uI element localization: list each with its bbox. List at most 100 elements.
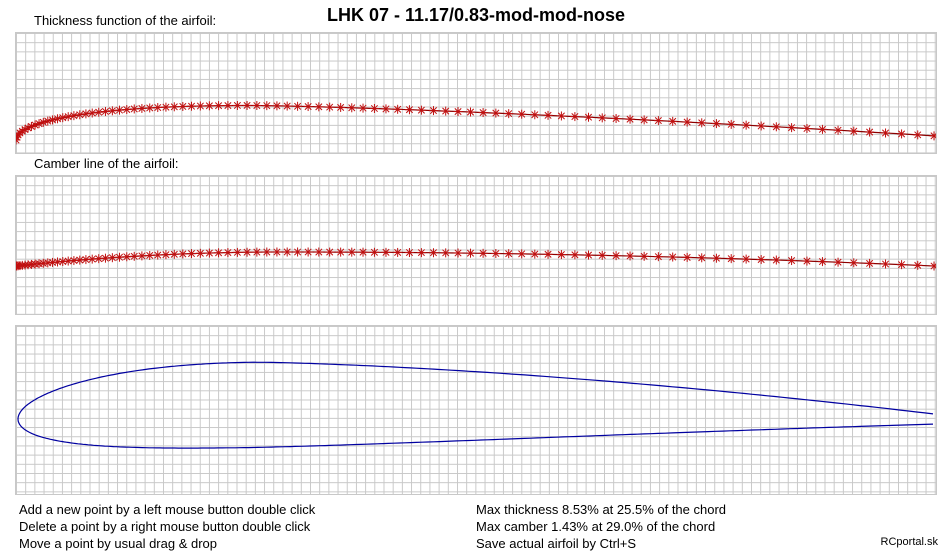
thickness-control-point[interactable] xyxy=(178,101,188,111)
thickness-control-point[interactable] xyxy=(726,119,736,129)
thickness-control-point[interactable] xyxy=(347,103,357,113)
camber-control-point[interactable] xyxy=(145,250,155,260)
camber-control-point[interactable] xyxy=(58,257,68,267)
thickness-editor-panel[interactable] xyxy=(15,32,937,154)
camber-control-point[interactable] xyxy=(639,251,649,261)
camber-control-point[interactable] xyxy=(556,250,566,260)
thickness-control-point[interactable] xyxy=(87,108,97,118)
thickness-control-point[interactable] xyxy=(129,104,139,114)
camber-control-point[interactable] xyxy=(583,250,593,260)
thickness-control-point[interactable] xyxy=(428,106,438,116)
camber-control-point[interactable] xyxy=(137,251,147,261)
thickness-control-point[interactable] xyxy=(252,101,262,111)
camber-control-point[interactable] xyxy=(272,247,282,257)
thickness-control-point[interactable] xyxy=(214,101,224,111)
camber-control-point[interactable] xyxy=(478,248,488,258)
camber-control-point[interactable] xyxy=(293,247,303,257)
thickness-control-point[interactable] xyxy=(381,104,391,114)
thickness-control-point[interactable] xyxy=(369,103,379,113)
thickness-control-point[interactable] xyxy=(453,107,463,117)
thickness-control-point[interactable] xyxy=(466,107,476,117)
camber-control-point[interactable] xyxy=(393,247,403,257)
thickness-control-point[interactable] xyxy=(272,101,282,111)
thickness-control-point[interactable] xyxy=(504,109,514,119)
camber-control-point[interactable] xyxy=(833,257,843,267)
camber-control-point[interactable] xyxy=(428,248,438,258)
camber-control-point[interactable] xyxy=(756,255,766,265)
camber-control-point[interactable] xyxy=(491,248,501,258)
camber-control-point[interactable] xyxy=(204,248,214,258)
thickness-control-point[interactable] xyxy=(262,101,272,111)
thickness-control-point[interactable] xyxy=(303,102,313,112)
thickness-control-point[interactable] xyxy=(195,101,205,111)
camber-control-point[interactable] xyxy=(771,255,781,265)
camber-control-point[interactable] xyxy=(416,248,426,258)
camber-control-point[interactable] xyxy=(929,261,937,271)
camber-control-point[interactable] xyxy=(897,260,907,270)
thickness-control-point[interactable] xyxy=(336,102,346,112)
thickness-control-point[interactable] xyxy=(293,101,303,111)
thickness-control-point[interactable] xyxy=(393,104,403,114)
thickness-control-point[interactable] xyxy=(416,105,426,115)
camber-control-point[interactable] xyxy=(653,252,663,262)
thickness-control-point[interactable] xyxy=(897,129,907,139)
thickness-control-point[interactable] xyxy=(849,126,859,136)
thickness-control-point[interactable] xyxy=(653,116,663,126)
thickness-control-point[interactable] xyxy=(556,111,566,121)
thickness-control-point[interactable] xyxy=(913,130,923,140)
thickness-control-point[interactable] xyxy=(668,116,678,126)
thickness-control-point[interactable] xyxy=(741,120,751,130)
camber-control-point[interactable] xyxy=(325,247,335,257)
thickness-control-point[interactable] xyxy=(404,105,414,115)
camber-control-point[interactable] xyxy=(178,249,188,259)
camber-control-point[interactable] xyxy=(153,250,163,260)
camber-control-point[interactable] xyxy=(314,247,324,257)
camber-control-point[interactable] xyxy=(726,254,736,264)
thickness-control-point[interactable] xyxy=(314,102,324,112)
camber-control-point[interactable] xyxy=(543,249,553,259)
camber-control-point[interactable] xyxy=(741,254,751,264)
thickness-control-point[interactable] xyxy=(611,114,621,124)
thickness-control-point[interactable] xyxy=(26,121,36,131)
thickness-control-point[interactable] xyxy=(817,124,827,134)
thickness-control-point[interactable] xyxy=(145,103,155,113)
thickness-control-point[interactable] xyxy=(232,100,242,110)
thickness-control-point[interactable] xyxy=(865,127,875,137)
camber-control-point[interactable] xyxy=(129,251,139,261)
camber-control-point[interactable] xyxy=(81,255,91,265)
camber-control-point[interactable] xyxy=(802,256,812,266)
thickness-control-point[interactable] xyxy=(107,106,117,116)
camber-control-point[interactable] xyxy=(336,247,346,257)
thickness-control-point[interactable] xyxy=(441,106,451,116)
camber-control-point[interactable] xyxy=(195,248,205,258)
thickness-control-point[interactable] xyxy=(137,103,147,113)
thickness-curve-canvas[interactable] xyxy=(16,33,936,153)
camber-control-point[interactable] xyxy=(597,250,607,260)
camber-control-point[interactable] xyxy=(817,257,827,267)
camber-control-point[interactable] xyxy=(517,249,527,259)
camber-control-point[interactable] xyxy=(453,248,463,258)
camber-control-point[interactable] xyxy=(570,250,580,260)
camber-control-point[interactable] xyxy=(381,247,391,257)
thickness-control-point[interactable] xyxy=(491,108,501,118)
camber-control-point[interactable] xyxy=(161,250,171,260)
thickness-control-point[interactable] xyxy=(881,128,891,138)
thickness-control-point[interactable] xyxy=(771,122,781,132)
thickness-control-point[interactable] xyxy=(358,103,368,113)
camber-control-point[interactable] xyxy=(849,258,859,268)
thickness-control-point[interactable] xyxy=(543,110,553,120)
camber-control-point[interactable] xyxy=(262,247,272,257)
camber-editor-panel[interactable] xyxy=(15,175,937,315)
thickness-control-point[interactable] xyxy=(63,112,73,122)
camber-control-point[interactable] xyxy=(252,247,262,257)
camber-control-point[interactable] xyxy=(682,252,692,262)
camber-control-point[interactable] xyxy=(787,256,797,266)
thickness-control-point[interactable] xyxy=(161,102,171,112)
camber-control-point[interactable] xyxy=(711,253,721,263)
camber-control-point[interactable] xyxy=(187,249,197,259)
camber-control-point[interactable] xyxy=(223,248,233,258)
camber-control-point[interactable] xyxy=(441,248,451,258)
thickness-control-point[interactable] xyxy=(114,105,124,115)
camber-control-point[interactable] xyxy=(697,253,707,263)
thickness-control-point[interactable] xyxy=(597,113,607,123)
